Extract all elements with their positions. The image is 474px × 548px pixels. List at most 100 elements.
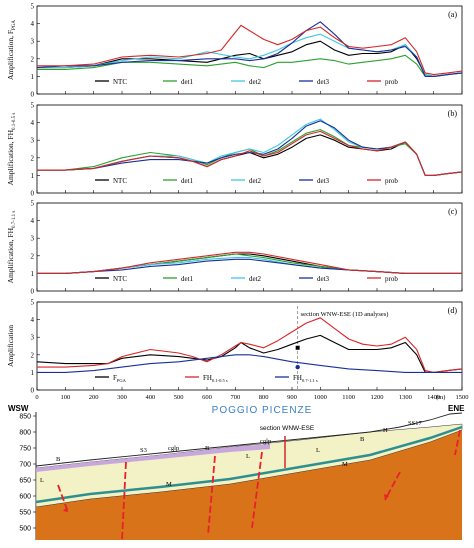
series-line xyxy=(37,354,462,373)
annotation-text: section WNW-ESE (1D analyses) xyxy=(301,311,389,318)
x-tick-label: 0 xyxy=(35,394,38,401)
legend-label: det2 xyxy=(249,177,262,185)
chart-panel: 0 1 2 3 4 5 Amplification, FH0.1-0.5 s (b) NTC de… xyxy=(6,102,463,198)
unit-label: M xyxy=(166,481,172,488)
y-tick-label: 0 xyxy=(31,91,35,99)
section-title: POGGIO PICENZE xyxy=(212,405,313,416)
section-left-label: WSW xyxy=(8,404,29,413)
x-unit-label: (m) xyxy=(436,394,445,401)
y-tick-label: 4 xyxy=(31,217,35,225)
unit-label: L xyxy=(246,453,250,460)
x-tick-label: 600 xyxy=(202,394,212,401)
legend-label: det3 xyxy=(317,275,330,283)
y-tick-label: 3 xyxy=(31,334,35,342)
elevation-tick-label: 800 xyxy=(19,430,31,437)
x-tick-label: 300 xyxy=(117,394,127,401)
unit-label: cglp xyxy=(260,438,271,445)
y-tick-label: 2 xyxy=(31,55,35,63)
x-tick-label: 700 xyxy=(230,394,240,401)
y-tick-label: 4 xyxy=(31,119,35,127)
chart-panel: 0 1 2 3 4 5 Amplification, FPGA (a) NTC det1 det2 d… xyxy=(6,3,463,99)
x-tick-label: 900 xyxy=(287,394,297,401)
fault-2 xyxy=(121,461,127,541)
x-tick-label: 1000 xyxy=(314,394,327,401)
series-line xyxy=(37,120,463,176)
upper-deposits xyxy=(35,423,463,508)
section-marker-dot xyxy=(295,364,300,370)
fault-4 xyxy=(251,451,263,529)
elevation-tick-label: 700 xyxy=(19,462,31,469)
section-right-label: ENE xyxy=(448,404,465,413)
y-tick-label: 2 xyxy=(31,252,35,260)
series-line xyxy=(37,33,463,77)
legend-label: FPGA xyxy=(113,374,127,383)
y-axis-label-sub: 0.1-0.5 s xyxy=(12,113,17,130)
y-axis-label-main: Amplification, FH xyxy=(6,227,15,283)
y-tick-label: 1 xyxy=(31,73,35,81)
y-tick-label: 5 xyxy=(31,299,35,307)
plot-frame xyxy=(36,202,463,292)
series-line xyxy=(37,134,463,176)
x-tick-label: 800 xyxy=(259,394,269,401)
legend-label: det1 xyxy=(181,177,194,185)
unit-label: B xyxy=(360,436,365,443)
geological-section: 850 800 750 700 650 600 550 500 WSW ENE POGGIO … xyxy=(8,404,465,541)
section-line-label: section WNW-ESE xyxy=(260,425,315,432)
unit-label: M xyxy=(342,461,348,468)
x-tick-label: 200 xyxy=(89,394,99,401)
elevation-tick-label: 650 xyxy=(19,478,31,485)
fault-lines xyxy=(57,429,461,541)
y-axis-label-main: Amplification xyxy=(6,325,15,367)
y-tick-label: 3 xyxy=(31,137,35,145)
unit-label: L xyxy=(316,447,320,454)
legend-label: prob xyxy=(385,177,398,185)
topographic-surface xyxy=(35,412,463,467)
unit-label: S3 xyxy=(140,447,147,454)
y-axis-label: Amplification, FH0.7-1.1 s xyxy=(6,211,17,284)
x-tick-label: 500 xyxy=(174,394,184,401)
y-tick-label: 0 xyxy=(31,190,35,198)
chart-panels: 0 1 2 3 4 5 Amplification, FPGA (a) NTC det1 det2 d… xyxy=(6,3,469,402)
legend-label: FH0.7-1.1 s xyxy=(293,374,318,383)
y-axis-label: Amplification, FH0.1-0.5 s xyxy=(6,113,17,186)
elevation-tick-label: 500 xyxy=(19,526,31,533)
elevation-tick-label: 550 xyxy=(19,510,31,517)
fault-3 xyxy=(207,455,216,536)
series-line xyxy=(37,54,463,77)
legend-label: NTC xyxy=(113,275,127,283)
bedrock-layer-m xyxy=(36,428,462,540)
plot-frame xyxy=(36,104,463,194)
y-tick-label: 2 xyxy=(31,351,35,359)
elevation-ticks: 850 800 750 700 650 600 550 500 xyxy=(19,414,36,533)
x-tick-label: 1200 xyxy=(371,394,384,401)
unit-labels: B S3 cglp B cglp L B H SS17 L M L M xyxy=(40,420,422,488)
unit-label: cglp xyxy=(168,445,179,452)
legend-label: det2 xyxy=(249,275,262,283)
plot-frame xyxy=(36,5,463,95)
y-axis-label-sub: 0.7-1.1 s xyxy=(12,211,17,228)
panel-label: (b) xyxy=(448,109,458,118)
legend-label: NTC xyxy=(113,78,127,86)
panel-label: (a) xyxy=(448,10,457,19)
y-tick-label: 1 xyxy=(31,270,35,278)
y-tick-label: 0 xyxy=(31,288,35,296)
y-axis-label-sub: PGA xyxy=(12,20,17,30)
y-tick-label: 3 xyxy=(31,235,35,243)
panel-label: (d) xyxy=(448,306,458,315)
y-tick-label: 5 xyxy=(31,3,35,11)
series-line xyxy=(37,317,463,373)
fault-arrow-icon xyxy=(63,507,68,512)
series-line xyxy=(36,334,463,373)
series-line xyxy=(37,130,463,176)
series-line xyxy=(37,251,462,274)
purple-layer xyxy=(36,444,270,472)
unit-label: B xyxy=(205,445,210,452)
section-marker-square xyxy=(295,345,300,350)
y-axis-label-main: Amplification, F xyxy=(6,30,15,80)
panel-label: (c) xyxy=(448,207,457,216)
y-tick-label: 3 xyxy=(31,38,35,46)
y-tick-label: 5 xyxy=(31,102,35,110)
teal-layer xyxy=(35,425,463,504)
legend-label: det1 xyxy=(181,78,194,86)
series-line xyxy=(37,24,463,76)
